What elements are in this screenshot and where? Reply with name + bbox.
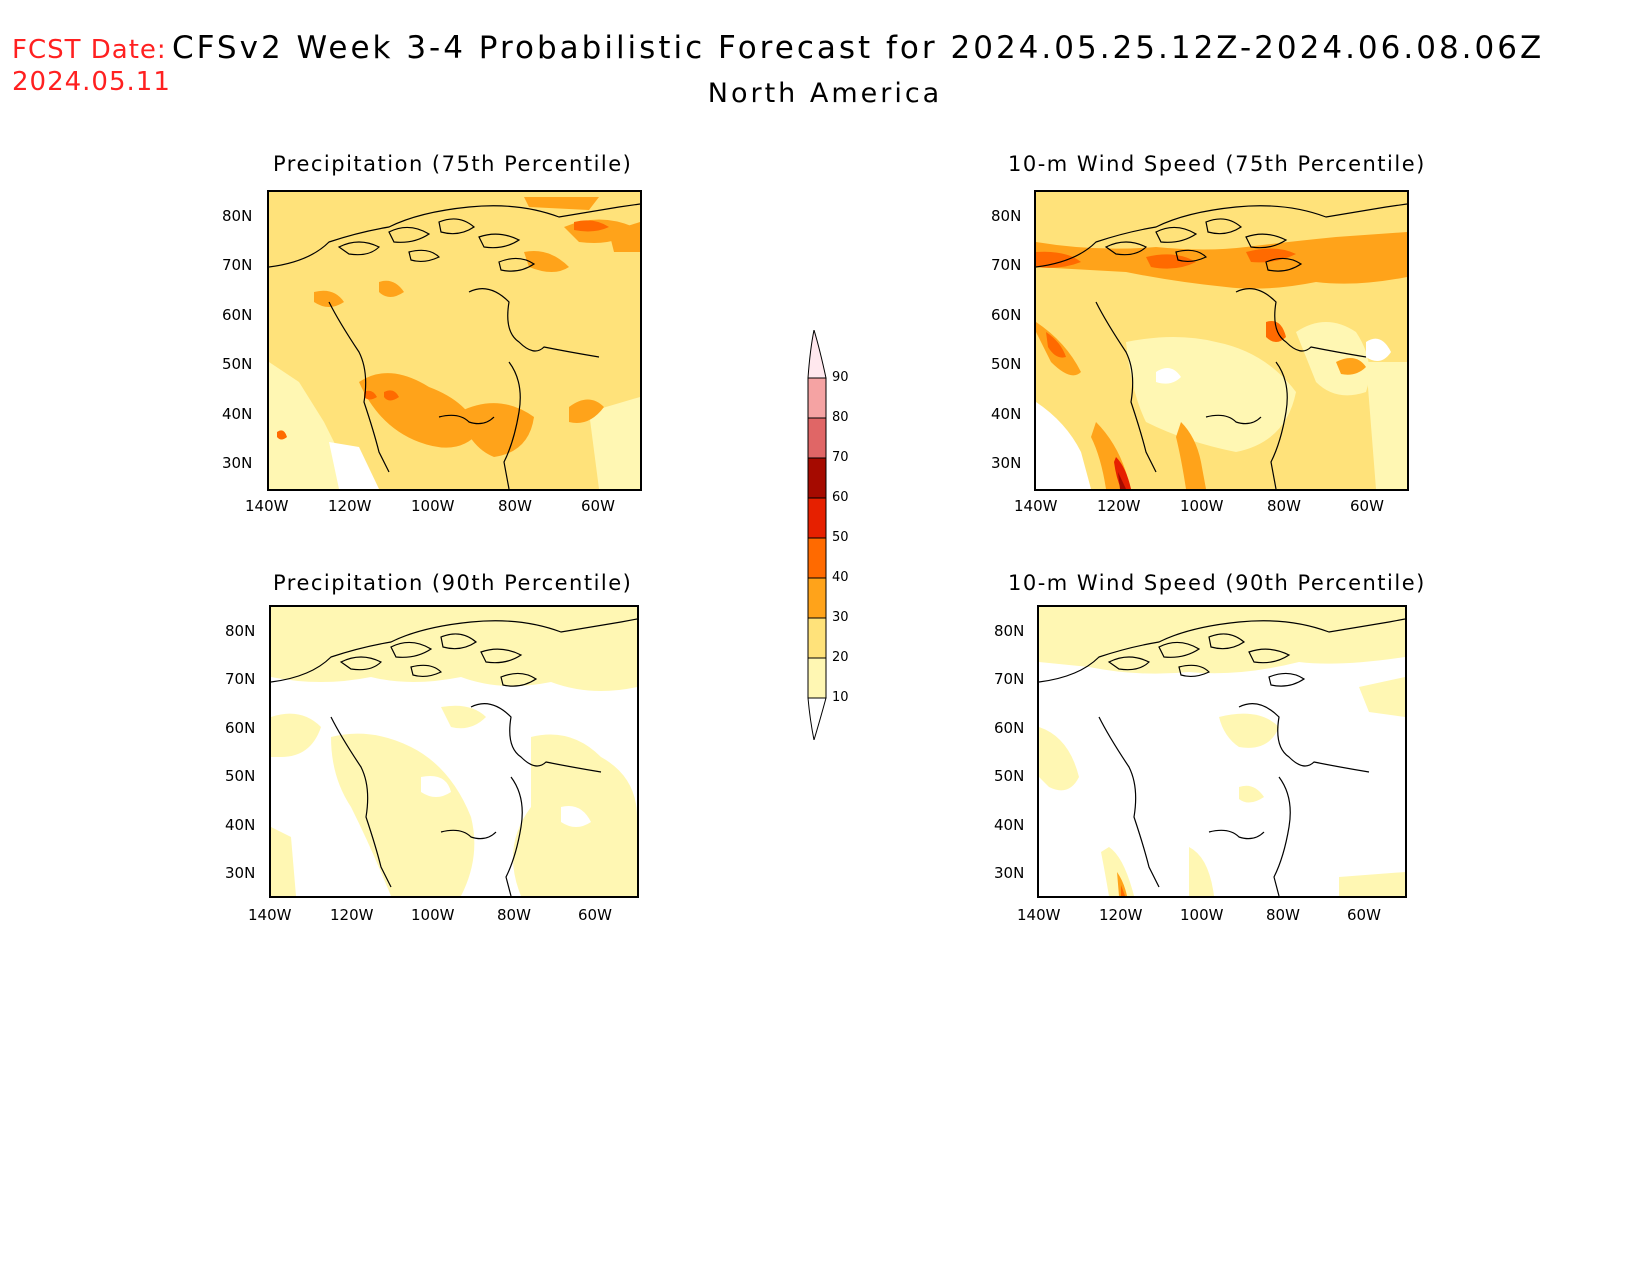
legend-label-40: 40	[832, 570, 849, 585]
legend-label-10: 10	[832, 690, 849, 705]
legend-70-80	[807, 417, 827, 459]
lat-tick-70n-p2: 70N	[991, 256, 1022, 274]
lat-tick-40n-p4: 40N	[994, 816, 1025, 834]
legend-80-90	[807, 377, 827, 419]
lat-tick-30n-p1: 30N	[222, 454, 253, 472]
lat-tick-30n-p2: 30N	[991, 454, 1022, 472]
legend-40-50	[807, 537, 827, 579]
legend-10-20	[807, 657, 827, 699]
legend-20-30	[807, 617, 827, 659]
legend-label-50: 50	[832, 530, 849, 545]
lat-tick-80n-p4: 80N	[994, 622, 1025, 640]
color-legend: 90 80 70 60 50 40 30 20 10	[800, 329, 860, 744]
panel-title-wind-75: 10-m Wind Speed (75th Percentile)	[1008, 152, 1426, 176]
lon-tick-60w-p4: 60W	[1347, 906, 1381, 924]
page-title: CFSv2 Week 3-4 Probabilistic Forecast fo…	[172, 30, 1545, 66]
lon-tick-60w-p1: 60W	[581, 497, 615, 515]
legend-below-10	[807, 697, 827, 741]
lon-tick-140w-p4: 140W	[1017, 906, 1061, 924]
lat-tick-50n-p3: 50N	[225, 767, 256, 785]
lon-tick-80w-p2: 80W	[1267, 497, 1301, 515]
legend-above-90	[807, 329, 827, 379]
lat-tick-60n-p1: 60N	[222, 306, 253, 324]
lat-tick-40n-p1: 40N	[222, 405, 253, 423]
panel-title-precip-75: Precipitation (75th Percentile)	[273, 152, 633, 176]
lat-tick-40n-p2: 40N	[991, 405, 1022, 423]
legend-30-40	[807, 577, 827, 619]
forecast-date-caption: FCST Date:	[12, 35, 167, 65]
lon-tick-140w-p3: 140W	[248, 906, 292, 924]
forecast-date-value: 2024.05.11	[12, 67, 171, 97]
panel-title-precip-90: Precipitation (90th Percentile)	[273, 571, 633, 595]
region-title: North America	[707, 78, 943, 109]
lon-tick-60w-p3: 60W	[578, 906, 612, 924]
lon-tick-120w-p4: 120W	[1099, 906, 1143, 924]
lon-tick-120w-p3: 120W	[330, 906, 374, 924]
legend-label-70: 70	[832, 450, 849, 465]
legend-50-60	[807, 497, 827, 539]
lat-tick-50n-p1: 50N	[222, 355, 253, 373]
lat-tick-60n-p3: 60N	[225, 719, 256, 737]
lon-tick-60w-p2: 60W	[1350, 497, 1384, 515]
legend-60-70	[807, 457, 827, 499]
map-precip-75	[267, 190, 642, 491]
lat-tick-80n-p1: 80N	[222, 207, 253, 225]
legend-label-90: 90	[832, 370, 849, 385]
legend-label-60: 60	[832, 490, 849, 505]
lat-tick-50n-p2: 50N	[991, 355, 1022, 373]
lat-tick-30n-p4: 30N	[994, 864, 1025, 882]
lon-tick-80w-p3: 80W	[497, 906, 531, 924]
lat-tick-50n-p4: 50N	[994, 767, 1025, 785]
lon-tick-100w-p2: 100W	[1180, 497, 1224, 515]
lat-tick-60n-p2: 60N	[991, 306, 1022, 324]
forecast-date-label: FCST Date: 2024.05.11	[12, 34, 171, 98]
legend-label-20: 20	[832, 650, 849, 665]
lon-tick-120w-p1: 120W	[328, 497, 372, 515]
map-wind-90	[1037, 605, 1407, 898]
lat-tick-80n-p2: 80N	[991, 207, 1022, 225]
legend-label-80: 80	[832, 410, 849, 425]
lon-tick-80w-p1: 80W	[498, 497, 532, 515]
lat-tick-70n-p1: 70N	[222, 256, 253, 274]
panel-title-wind-90: 10-m Wind Speed (90th Percentile)	[1008, 571, 1426, 595]
lon-tick-120w-p2: 120W	[1097, 497, 1141, 515]
lon-tick-140w-p1: 140W	[245, 497, 289, 515]
lat-tick-70n-p4: 70N	[994, 670, 1025, 688]
map-wind-75	[1034, 190, 1409, 491]
lon-tick-100w-p3: 100W	[411, 906, 455, 924]
lon-tick-100w-p4: 100W	[1180, 906, 1224, 924]
lon-tick-100w-p1: 100W	[411, 497, 455, 515]
lat-tick-30n-p3: 30N	[225, 864, 256, 882]
lat-tick-80n-p3: 80N	[225, 622, 256, 640]
lon-tick-80w-p4: 80W	[1266, 906, 1300, 924]
lat-tick-70n-p3: 70N	[225, 670, 256, 688]
map-precip-90	[269, 605, 639, 898]
lat-tick-40n-p3: 40N	[225, 816, 256, 834]
lon-tick-140w-p2: 140W	[1014, 497, 1058, 515]
legend-label-30: 30	[832, 610, 849, 625]
lat-tick-60n-p4: 60N	[994, 719, 1025, 737]
